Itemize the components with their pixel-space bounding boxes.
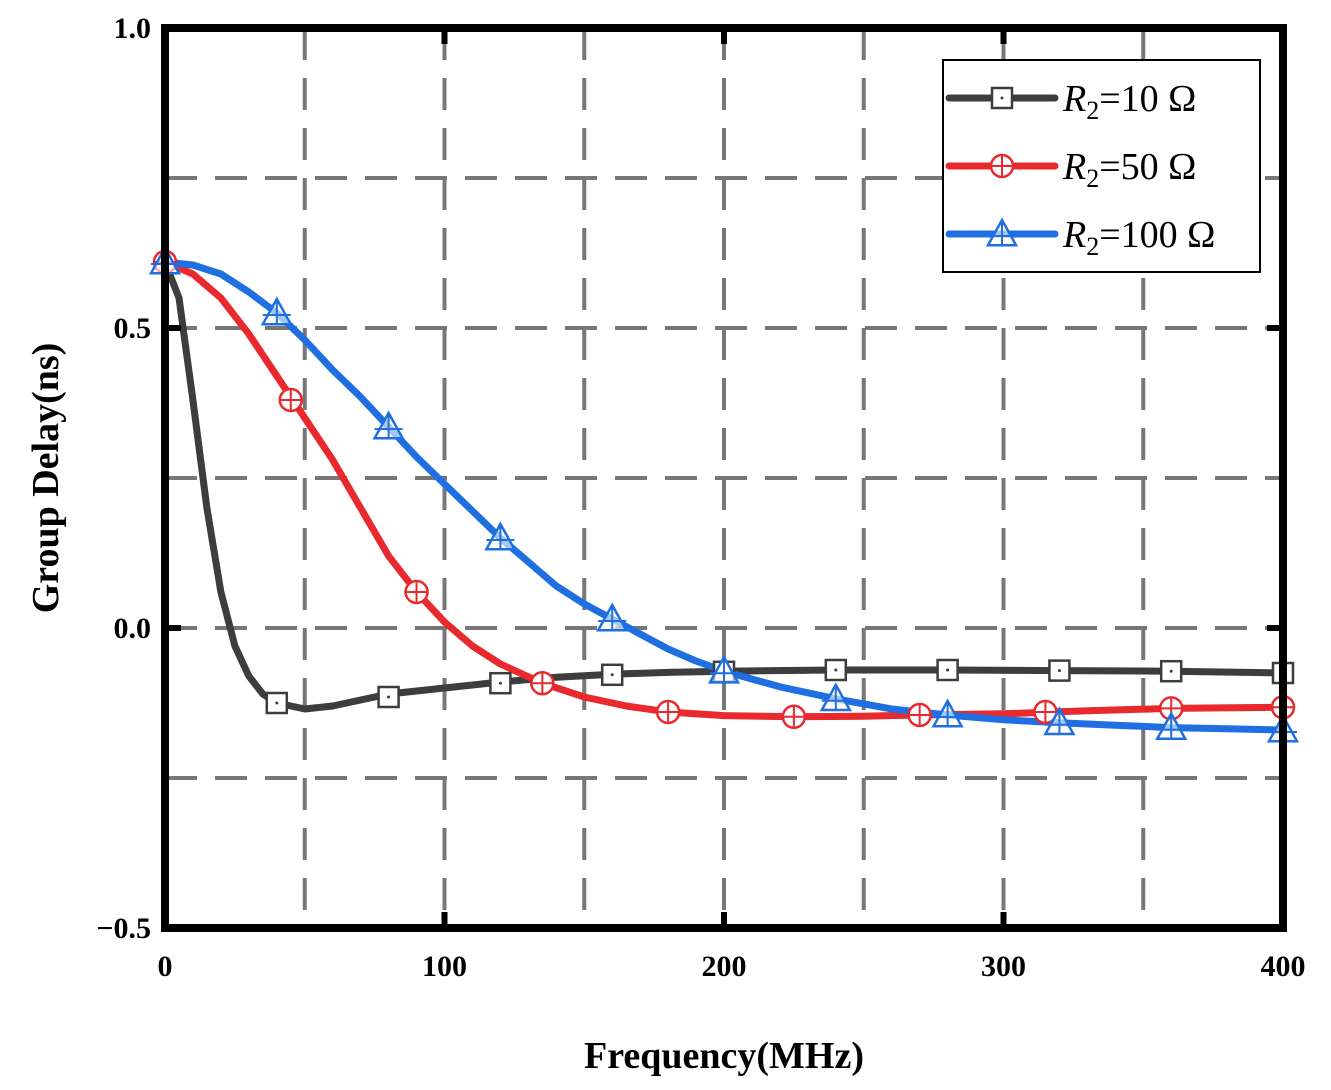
x-tick-label: 0 <box>158 950 173 983</box>
marker-dot <box>834 668 838 672</box>
legend-marker <box>990 86 1014 110</box>
series-line <box>161 258 1287 734</box>
series-1 <box>161 258 1287 713</box>
x-axis-title: Frequency(MHz) <box>584 1035 864 1077</box>
data-point <box>600 663 624 687</box>
legend-label: R2=100 Ω <box>1062 214 1215 261</box>
marker-dot <box>387 695 391 699</box>
marker-dot <box>1057 669 1061 673</box>
data-point <box>530 670 555 696</box>
data-point <box>278 387 304 413</box>
series-3-markers <box>148 245 1300 743</box>
data-point <box>1033 699 1058 725</box>
legend-item-3: R2=100 Ω <box>945 214 1215 261</box>
legend-marker <box>985 217 1019 247</box>
data-point <box>377 685 400 709</box>
legend-item-2: R2=50 Ω <box>945 146 1196 193</box>
legend: R2=10 Ω R2=50 Ω R2=100 Ω <box>942 59 1261 273</box>
data-point <box>781 704 807 730</box>
data-point <box>265 691 289 715</box>
series-layer <box>148 245 1300 743</box>
data-point <box>404 579 429 605</box>
marker-dot <box>946 668 950 672</box>
y-axis-title: Group Delay(ns) <box>25 343 67 614</box>
marker-dot <box>498 681 502 685</box>
y-tick-label: 0.5 <box>114 312 152 345</box>
data-point <box>1048 659 1071 682</box>
data-point <box>824 658 848 682</box>
x-tick-label: 100 <box>422 950 467 983</box>
data-point <box>931 698 964 728</box>
data-point <box>655 699 681 725</box>
y-tick-label: 0.0 <box>114 612 152 645</box>
data-point <box>484 521 517 551</box>
data-point <box>707 654 741 684</box>
data-point <box>489 671 512 695</box>
series-1-markers <box>265 658 1295 715</box>
series-line <box>161 258 1287 713</box>
x-tick-label: 300 <box>981 950 1026 983</box>
data-point <box>1159 659 1183 683</box>
data-point <box>260 296 293 326</box>
data-point <box>372 410 405 440</box>
series-3 <box>161 258 1287 734</box>
x-tick-label: 400 <box>1261 950 1306 983</box>
y-tick-label: 1.0 <box>114 12 152 45</box>
legend-label: R2=50 Ω <box>1062 146 1196 193</box>
data-point <box>936 658 959 682</box>
legend-label: R2=10 Ω <box>1062 78 1196 125</box>
y-tick-label: −0.5 <box>96 912 151 945</box>
marker-dot <box>275 701 279 705</box>
tick-labels: 0 100 200 300 400 −0.5 0.0 0.5 1.0 <box>96 12 1305 983</box>
data-point <box>596 602 629 632</box>
legend-item-1: R2=10 Ω <box>945 78 1196 125</box>
data-point <box>907 702 932 728</box>
marker-dot <box>610 673 614 677</box>
data-point <box>1155 711 1188 741</box>
legend-marker <box>989 153 1015 179</box>
marker-dot <box>1000 96 1004 100</box>
data-point <box>1043 706 1076 736</box>
x-tick-label: 200 <box>702 950 747 983</box>
marker-dot <box>1169 669 1173 673</box>
axis-ticks <box>162 25 1286 931</box>
data-point <box>819 682 852 712</box>
